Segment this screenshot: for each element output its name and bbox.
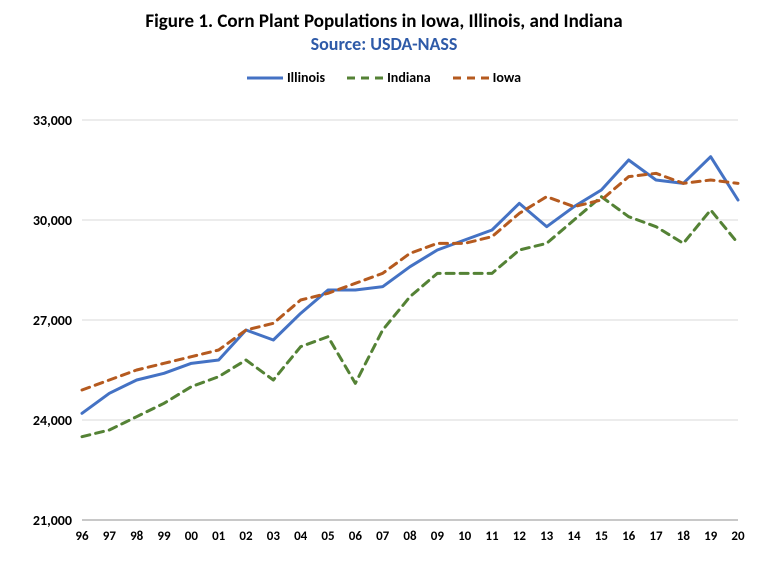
svg-text:96: 96: [75, 529, 89, 544]
svg-text:27,000: 27,000: [33, 312, 72, 329]
svg-text:01: 01: [212, 529, 226, 544]
plot-area: 21,000 24,000 27,000 30,000 33,000 96 97 98 99 00…: [0, 0, 768, 556]
svg-text:99: 99: [157, 529, 171, 544]
svg-text:00: 00: [185, 529, 199, 544]
svg-text:09: 09: [431, 529, 445, 544]
svg-text:15: 15: [595, 529, 608, 544]
svg-text:14: 14: [567, 529, 581, 544]
svg-text:20: 20: [731, 529, 745, 544]
svg-text:33,000: 33,000: [33, 112, 72, 129]
svg-text:18: 18: [677, 529, 691, 544]
plot-svg: 21,000 24,000 27,000 30,000 33,000 96 97 98 99 00…: [0, 0, 768, 556]
svg-text:98: 98: [130, 529, 144, 544]
svg-text:10: 10: [458, 529, 472, 544]
svg-text:97: 97: [103, 529, 117, 544]
chart-container: Figure 1. Corn Plant Populations in Iowa…: [0, 0, 768, 556]
svg-text:05: 05: [321, 529, 334, 544]
svg-text:06: 06: [349, 529, 363, 544]
svg-text:19: 19: [704, 529, 718, 544]
svg-text:03: 03: [267, 529, 281, 544]
svg-text:21,000: 21,000: [33, 512, 72, 529]
svg-text:11: 11: [485, 529, 499, 544]
svg-text:16: 16: [622, 529, 636, 544]
svg-text:24,000: 24,000: [33, 412, 72, 429]
svg-text:13: 13: [540, 529, 554, 544]
svg-text:12: 12: [513, 529, 527, 544]
svg-text:30,000: 30,000: [33, 212, 72, 229]
svg-text:17: 17: [649, 529, 663, 544]
svg-text:08: 08: [403, 529, 417, 544]
svg-text:02: 02: [239, 529, 253, 544]
svg-text:04: 04: [294, 529, 308, 544]
svg-text:07: 07: [376, 529, 390, 544]
